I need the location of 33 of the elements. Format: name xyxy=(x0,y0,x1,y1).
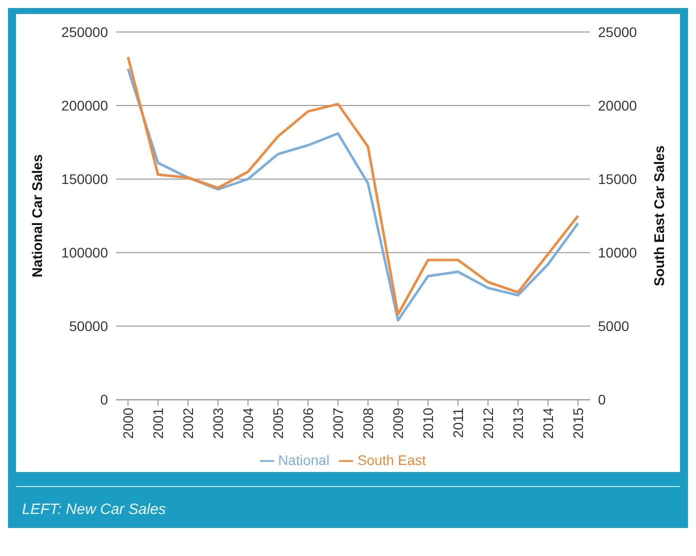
x-tick-label: 2005 xyxy=(270,408,286,439)
text: LEFT: New Car Sales xyxy=(22,501,167,518)
y2-tick-label: 15000 xyxy=(598,171,638,188)
x-tick-label: 2006 xyxy=(300,408,316,439)
x-tick-label: 2000 xyxy=(120,408,136,439)
legend-label: South East xyxy=(357,452,426,468)
x-tick-label: 2012 xyxy=(480,408,496,439)
x-tick-label: 2014 xyxy=(540,408,556,439)
x-tick-label: 2011 xyxy=(450,407,466,438)
x-tick-label: 2010 xyxy=(420,408,436,439)
y2-tick-label: 25000 xyxy=(598,24,638,40)
y2-tick-label: 5000 xyxy=(598,318,630,334)
y-tick-label: 0 xyxy=(100,392,108,408)
x-tick-label: 2015 xyxy=(570,408,586,439)
y2-tick-label: 20000 xyxy=(598,98,638,114)
y-tick-label: 50000 xyxy=(69,318,108,334)
x-tick-label: 2001 xyxy=(150,408,166,439)
legend-label: National xyxy=(278,452,330,468)
x-tick-label: 2004 xyxy=(240,408,256,439)
x-tick-label: 2008 xyxy=(360,408,376,439)
x-tick-label: 2003 xyxy=(210,408,226,439)
x-tick-label: 2002 xyxy=(180,408,196,439)
y-tick-label: 200000 xyxy=(61,98,108,114)
y2-tick-label: 0 xyxy=(598,392,606,408)
y2-axis-title: South East Car Sales xyxy=(650,145,667,286)
x-tick-label: 2009 xyxy=(390,408,406,439)
y-axis-title: National Car Sales xyxy=(28,154,45,278)
y-tick-label: 100000 xyxy=(61,244,108,261)
x-tick-label: 2007 xyxy=(330,408,346,439)
y-tick-label: 150000 xyxy=(61,171,108,188)
y2-tick-label: 10000 xyxy=(598,244,638,261)
y-tick-label: 250000 xyxy=(61,24,108,40)
x-tick-label: 2013 xyxy=(510,408,526,439)
